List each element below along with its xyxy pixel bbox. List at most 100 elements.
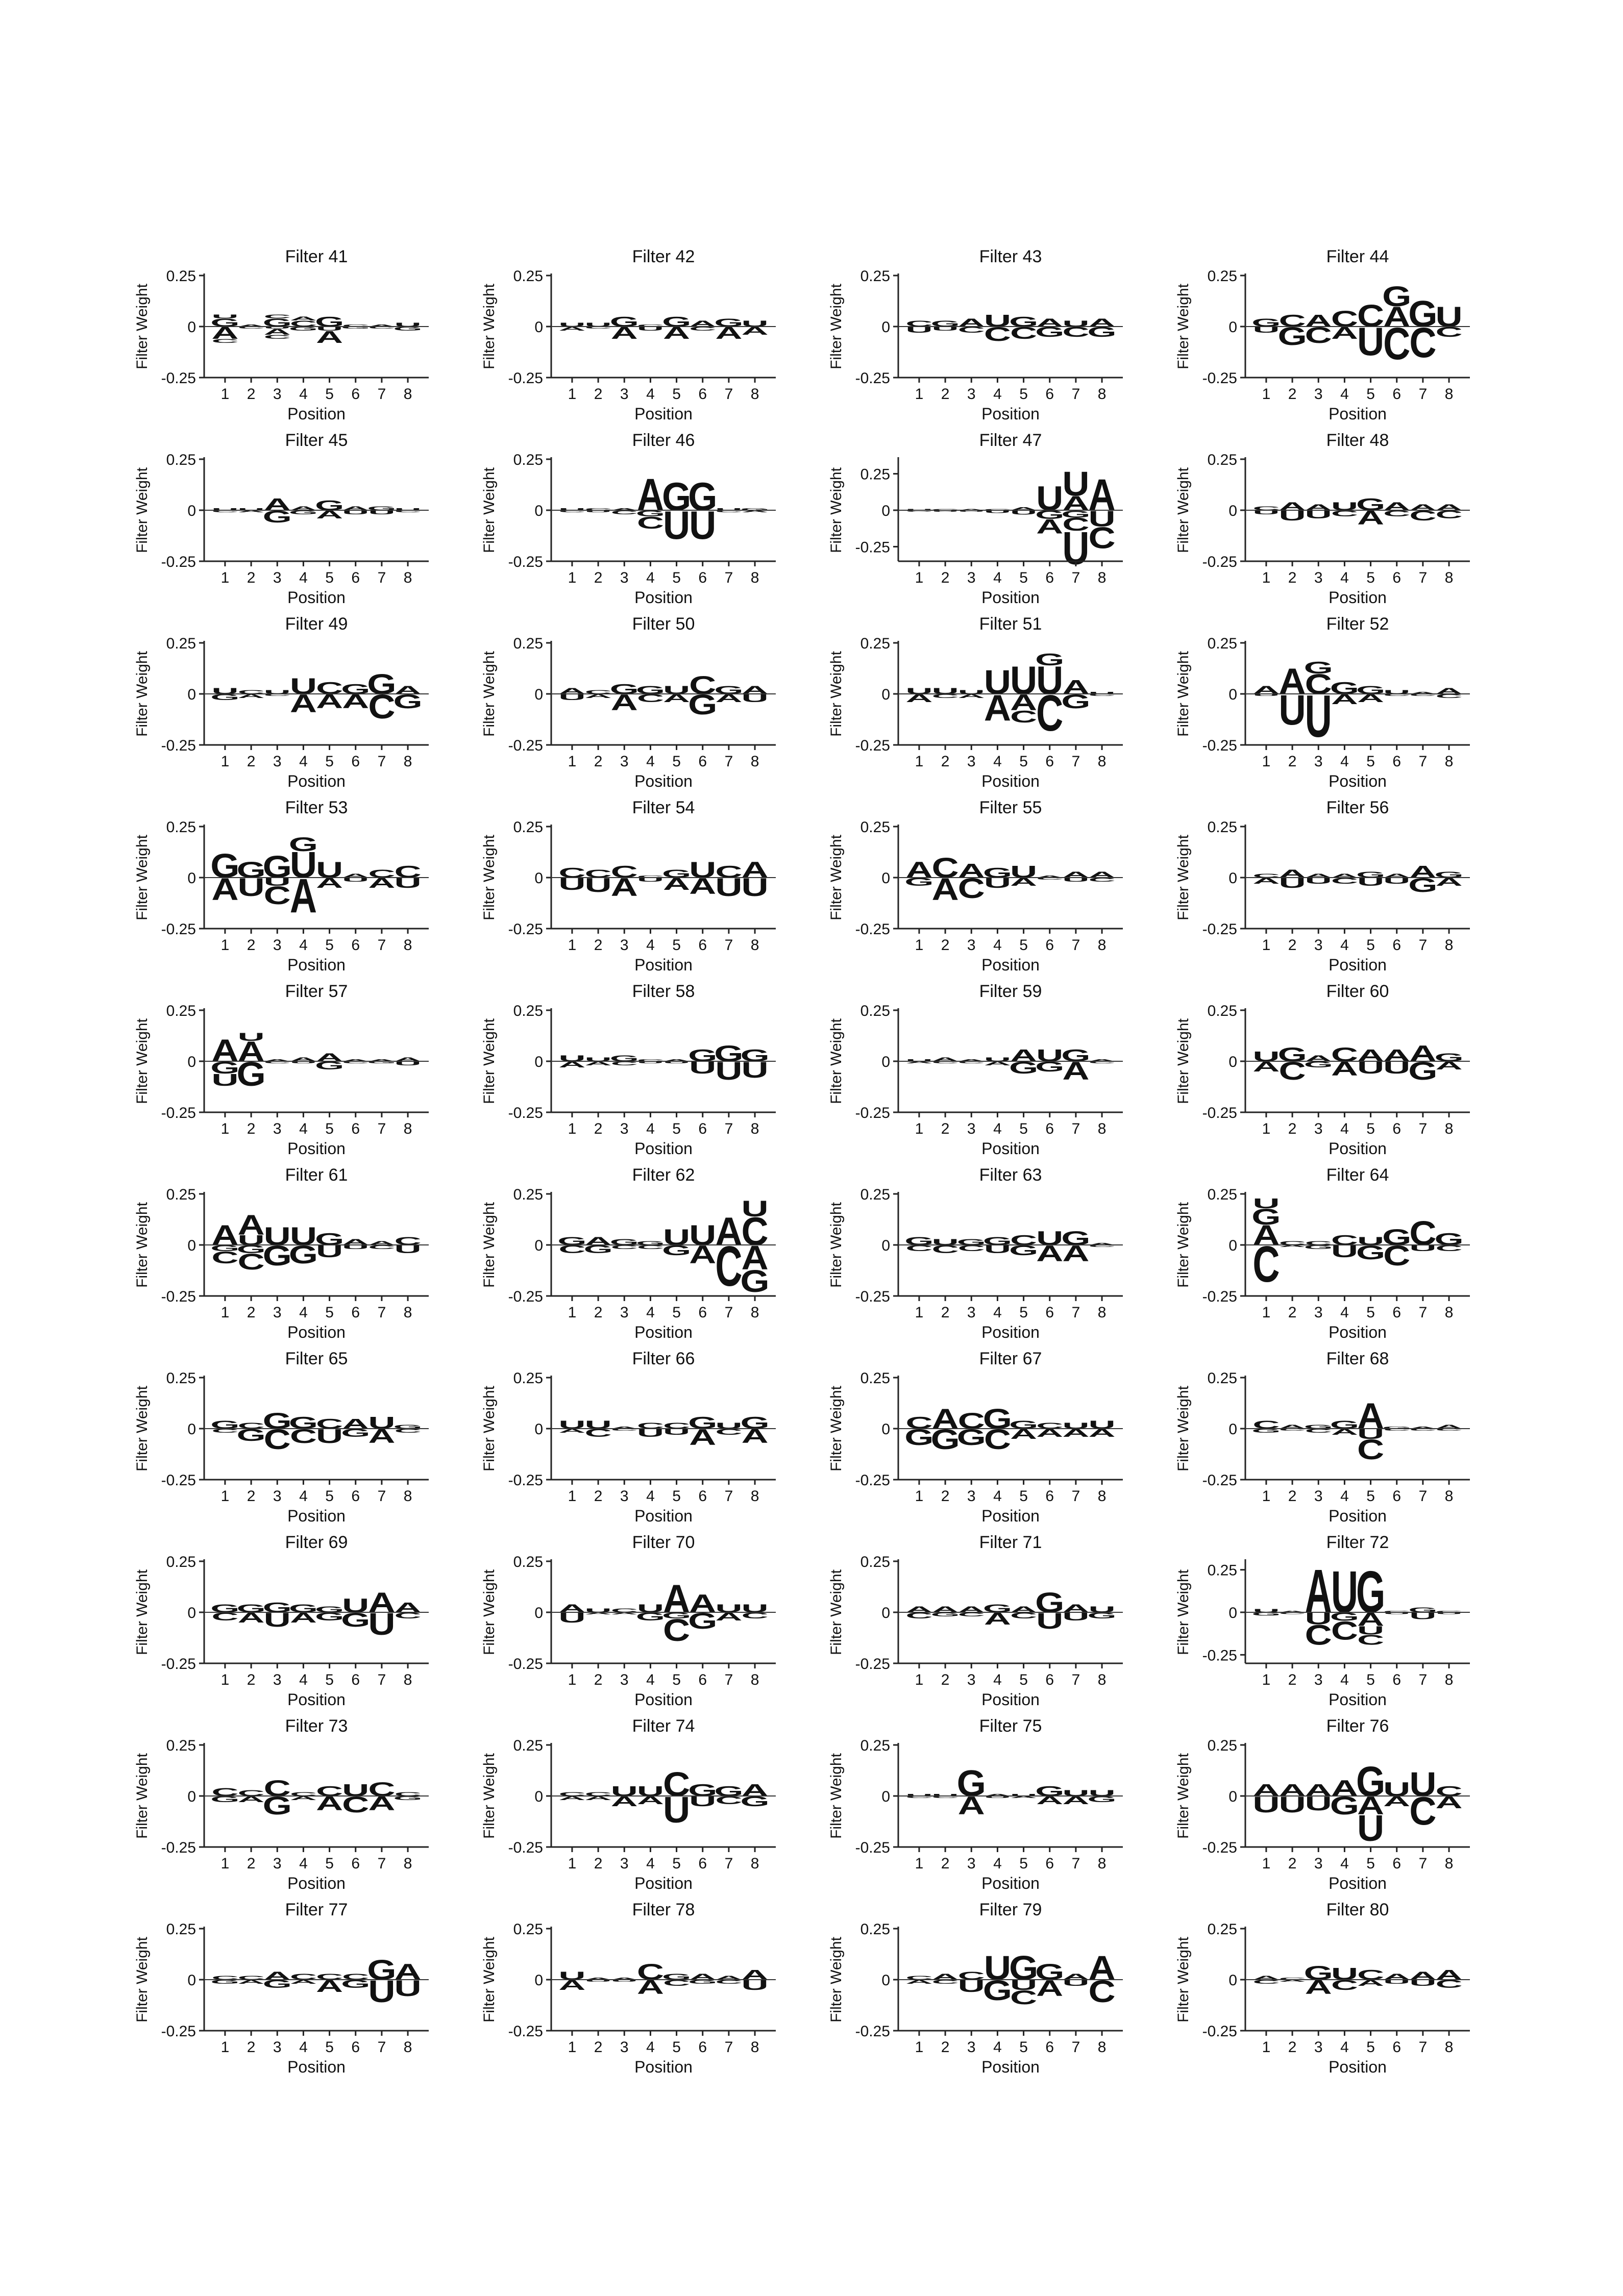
- logo-letter-U: U: [1409, 1611, 1436, 1621]
- logo-letter-U: U: [1062, 464, 1089, 503]
- y-axis-label: Filter Weight: [134, 467, 151, 553]
- x-tick-label: 2: [1288, 1855, 1297, 1872]
- x-tick-label: 6: [698, 1120, 707, 1137]
- x-tick-label: 3: [967, 1855, 976, 1872]
- logo-letter-A: A: [1252, 876, 1280, 885]
- y-tick-label: -0.25: [855, 1472, 890, 1489]
- y-tick-label: -0.25: [1202, 554, 1237, 570]
- logo-letter-G: G: [289, 326, 318, 332]
- y-tick-label: -0.25: [508, 554, 543, 570]
- logo-letter-A: A: [558, 1060, 585, 1069]
- y-axis-label: Filter Weight: [828, 651, 845, 736]
- x-tick-label: 8: [1098, 1304, 1106, 1321]
- y-tick-label: 0.25: [513, 819, 543, 836]
- filter-panel: Filter 47UCCUAUCUAUUGAAUGCUAUC0.250-0.25…: [828, 431, 1123, 607]
- x-tick-label: 3: [273, 386, 282, 403]
- logo-letter-A: A: [585, 693, 612, 699]
- x-tick-label: 1: [221, 753, 230, 770]
- logo-letter-A: A: [585, 1060, 612, 1066]
- logo-letter-U: U: [211, 1070, 238, 1089]
- y-tick-label: -0.25: [1202, 370, 1237, 387]
- x-tick-label: 4: [646, 2039, 655, 2056]
- logo-letter-U: U: [238, 1031, 265, 1043]
- logo-letter-U: U: [905, 325, 932, 334]
- x-axis-label: Position: [981, 588, 1040, 607]
- panel-title: Filter 73: [285, 1716, 348, 1736]
- logo-letter-C: C: [1088, 521, 1115, 555]
- x-tick-label: 8: [1098, 937, 1106, 954]
- logo-letter-C: C: [1435, 693, 1462, 699]
- logo-letter-A: A: [290, 1979, 317, 1985]
- logo-letter-C: C: [264, 334, 291, 340]
- x-tick-label: 5: [1366, 1120, 1375, 1137]
- x-tick-label: 1: [915, 753, 924, 770]
- x-axis-label: Position: [1329, 1323, 1387, 1341]
- x-tick-label: 7: [725, 1671, 733, 1688]
- x-tick-label: 1: [568, 386, 577, 403]
- logo-letter-U: U: [984, 1795, 1011, 1799]
- x-tick-label: 1: [568, 1855, 577, 1872]
- logo-letter-U: U: [611, 1979, 638, 1982]
- x-tick-label: 3: [1314, 1120, 1323, 1137]
- x-tick-label: 5: [672, 2039, 681, 2056]
- y-tick-label: 0.25: [860, 1370, 890, 1387]
- logo-letter-G: G: [688, 1781, 717, 1800]
- logo-letter-A: A: [1305, 1781, 1332, 1800]
- x-tick-label: 8: [404, 1488, 412, 1505]
- y-tick-label: 0.25: [860, 1554, 890, 1570]
- x-tick-label: 4: [993, 2039, 1002, 2056]
- x-axis-label: Position: [981, 1323, 1040, 1341]
- x-tick-label: 5: [325, 1855, 334, 1872]
- logo-letter-C: C: [905, 1413, 932, 1432]
- logo-letter-U: U: [905, 1793, 932, 1796]
- x-tick-label: 2: [247, 386, 256, 403]
- y-tick-label: 0.25: [860, 1186, 890, 1203]
- x-axis-label: Position: [287, 2058, 346, 2076]
- logo-letter-A: A: [984, 1060, 1011, 1066]
- y-tick-label: 0: [881, 503, 890, 519]
- logo-letter-C: C: [211, 1428, 238, 1434]
- logo-letter-G: G: [983, 1403, 1012, 1435]
- y-tick-label: -0.25: [1202, 1105, 1237, 1121]
- logo-letter-C: C: [1331, 876, 1358, 885]
- y-axis-label: Filter Weight: [134, 834, 151, 920]
- y-tick-label: -0.25: [508, 1656, 543, 1673]
- x-tick-label: 7: [378, 386, 386, 403]
- y-tick-label: 0: [881, 1788, 890, 1805]
- x-tick-label: 4: [993, 1120, 1002, 1137]
- logo-letter-U: U: [1036, 1228, 1063, 1250]
- y-tick-label: 0: [534, 1788, 543, 1805]
- x-tick-label: 8: [1445, 1304, 1454, 1321]
- y-tick-label: -0.25: [855, 921, 890, 938]
- logo-letter-U: U: [905, 508, 932, 510]
- logo-letter-A: A: [958, 1059, 985, 1062]
- x-tick-label: 5: [1366, 1304, 1375, 1321]
- x-tick-label: 2: [594, 1855, 603, 1872]
- y-tick-label: 0: [1228, 319, 1237, 336]
- y-axis-label: Filter Weight: [828, 834, 845, 920]
- logo-letter-A: A: [558, 1428, 585, 1434]
- logo-letter-A: A: [316, 328, 343, 346]
- x-tick-label: 6: [1392, 753, 1401, 770]
- y-tick-label: 0: [1228, 686, 1237, 703]
- x-tick-label: 8: [404, 937, 412, 954]
- logo-letter-G: G: [740, 508, 769, 511]
- x-tick-label: 6: [1045, 1671, 1054, 1688]
- logo-letter-C: C: [611, 1428, 638, 1431]
- panel-title: Filter 45: [285, 431, 348, 450]
- logo-letter-C: C: [715, 1979, 742, 1985]
- x-tick-label: 7: [1072, 753, 1080, 770]
- logo-letter-U: U: [316, 857, 343, 883]
- logo-letter-A: A: [211, 872, 238, 907]
- x-axis-label: Position: [287, 956, 346, 974]
- logo-letter-A: A: [1010, 1795, 1037, 1799]
- logo-letter-U: U: [290, 1222, 317, 1251]
- logo-letter-C: C: [264, 313, 291, 319]
- logo-letter-U: U: [342, 509, 369, 515]
- logo-letter-U: U: [984, 663, 1011, 701]
- y-tick-label: 0: [881, 1972, 890, 1989]
